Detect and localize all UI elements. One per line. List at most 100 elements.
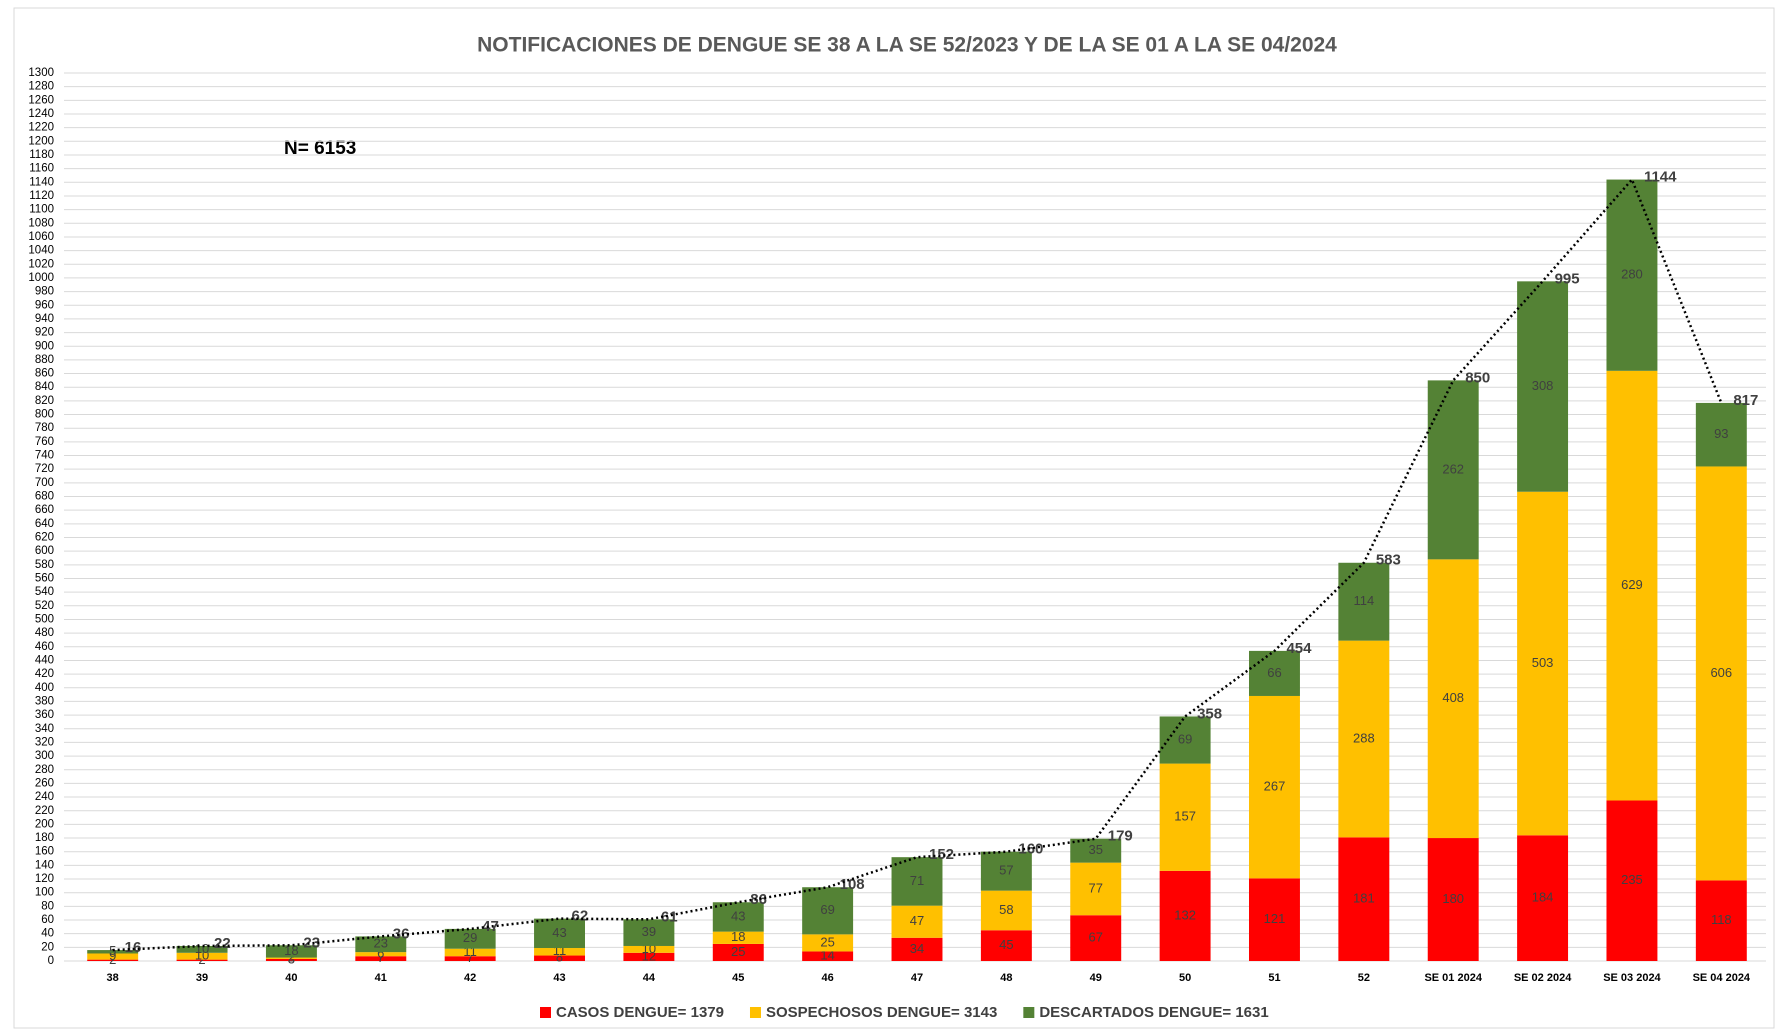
y-tick-label: 920 — [35, 327, 54, 339]
x-tick-label: SE 04 2024 — [1693, 972, 1751, 984]
data-label: 43 — [731, 908, 745, 923]
total-label: 16 — [125, 939, 142, 956]
bar-segment — [265, 945, 317, 958]
data-label: 29 — [463, 930, 477, 945]
bar-segment — [1427, 838, 1479, 961]
bar-segment — [891, 937, 943, 961]
y-tick-label: 780 — [35, 422, 54, 434]
total-label: 1144 — [1644, 169, 1677, 186]
data-label: 6 — [377, 946, 384, 961]
bar-segment — [534, 955, 585, 961]
y-tick-label: 520 — [35, 600, 54, 612]
data-label: 58 — [999, 902, 1013, 917]
y-tick-label: 1280 — [28, 81, 54, 93]
data-label: 69 — [820, 902, 834, 917]
bar-segment — [1427, 380, 1479, 560]
y-tick-label: 880 — [35, 354, 54, 366]
bar-segment — [534, 918, 585, 949]
data-label: 9 — [109, 948, 116, 963]
data-label: 7 — [377, 950, 384, 965]
bar-segment — [1695, 466, 1747, 881]
y-tick-label: 320 — [35, 736, 54, 748]
data-label: 34 — [910, 941, 924, 956]
bar-segment — [1606, 179, 1658, 371]
data-label: 5 — [109, 943, 116, 958]
y-tick-label: 60 — [41, 914, 54, 926]
data-label: 181 — [1353, 891, 1375, 906]
x-tick-label: 44 — [643, 972, 656, 984]
bar-segment — [265, 957, 317, 959]
annotation: N= 6153 — [284, 138, 356, 159]
y-tick-label: 0 — [48, 955, 54, 967]
legend-label: SOSPECHOSOS DENGUE= 3143 — [766, 1004, 997, 1021]
bar-segment — [623, 919, 675, 946]
y-tick-label: 1120 — [29, 190, 54, 202]
bar-segment — [891, 857, 943, 906]
bar-segment — [1249, 878, 1300, 961]
y-tick-label: 480 — [35, 627, 54, 639]
total-label: 47 — [482, 918, 499, 935]
y-tick-label: 360 — [35, 709, 54, 721]
data-label: 69 — [1178, 731, 1192, 746]
bar-segment — [176, 959, 228, 961]
data-label: 77 — [1089, 880, 1103, 895]
bar-segment — [87, 950, 139, 954]
data-label: 8 — [556, 950, 563, 965]
y-tick-label: 380 — [35, 695, 54, 707]
total-label: 108 — [840, 876, 865, 893]
data-label: 66 — [1267, 665, 1281, 680]
y-tick-label: 1180 — [29, 149, 54, 161]
y-tick-label: 1200 — [28, 135, 54, 147]
data-label: 503 — [1532, 655, 1554, 670]
y-tick-label: 1080 — [28, 217, 54, 229]
y-tick-label: 460 — [35, 641, 54, 653]
data-label: 606 — [1710, 665, 1732, 680]
total-label: 995 — [1555, 270, 1580, 287]
y-tick-label: 420 — [35, 668, 54, 680]
y-tick-label: 800 — [35, 409, 54, 421]
data-label: 114 — [1353, 593, 1374, 608]
bar-segment — [444, 948, 496, 957]
data-label: 93 — [1714, 426, 1728, 441]
x-tick-label: 42 — [464, 972, 476, 984]
y-tick-label: 1220 — [28, 122, 54, 134]
x-tick-label: 45 — [732, 972, 744, 984]
data-label: 408 — [1442, 690, 1464, 705]
data-label: 288 — [1353, 730, 1375, 745]
y-tick-label: 600 — [35, 545, 54, 557]
data-label: 280 — [1621, 267, 1643, 282]
data-label: 25 — [820, 934, 834, 949]
y-tick-label: 1240 — [28, 108, 54, 120]
y-tick-label: 1160 — [29, 163, 54, 175]
data-label: 18 — [284, 943, 298, 958]
data-label: 180 — [1442, 891, 1464, 906]
data-label: 235 — [1621, 872, 1643, 887]
chart-title: NOTIFICACIONES DE DENGUE SE 38 A LA SE 5… — [477, 34, 1337, 57]
y-tick-label: 40 — [41, 928, 54, 940]
bar-segment — [1695, 880, 1747, 961]
bar-segment — [87, 953, 139, 960]
y-tick-label: 80 — [41, 900, 54, 912]
data-label: 47 — [910, 913, 924, 928]
y-tick-label: 840 — [35, 381, 54, 393]
bar-segment — [980, 930, 1032, 961]
data-label: 262 — [1442, 461, 1464, 476]
legend-swatch — [749, 1007, 761, 1018]
y-tick-label: 820 — [35, 395, 54, 407]
data-label: 18 — [731, 929, 745, 944]
y-tick-label: 620 — [35, 532, 54, 544]
x-tick-label: SE 03 2024 — [1603, 972, 1661, 984]
bar-segment — [802, 934, 854, 952]
bar-segment — [444, 956, 496, 961]
total-label: 23 — [303, 934, 320, 951]
x-tick-label: SE 01 2024 — [1424, 972, 1482, 984]
x-tick-label: 49 — [1090, 972, 1102, 984]
bar-segment — [1159, 763, 1211, 871]
data-label: 35 — [1089, 842, 1103, 857]
total-label: 454 — [1286, 640, 1312, 657]
total-label: 86 — [750, 891, 767, 908]
x-tick-label: SE 02 2024 — [1514, 972, 1572, 984]
y-tick-label: 500 — [35, 613, 54, 625]
bar-segment — [1606, 370, 1658, 801]
legend-label: DESCARTADOS DENGUE= 1631 — [1039, 1004, 1268, 1021]
